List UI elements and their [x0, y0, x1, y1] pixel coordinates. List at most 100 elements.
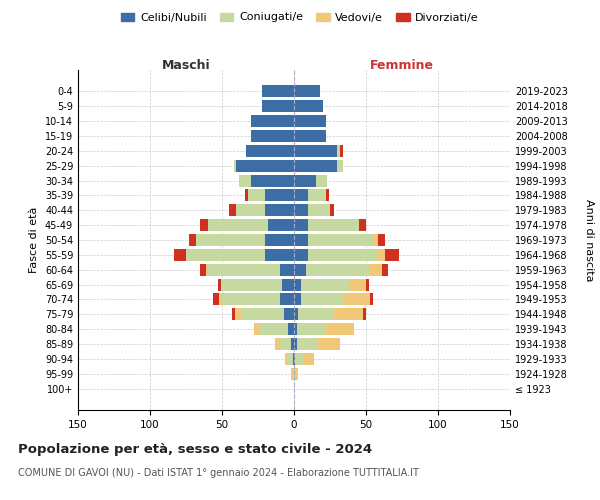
Bar — [288, 353, 293, 365]
Bar — [218, 278, 221, 290]
Legend: Celibi/Nubili, Coniugati/e, Vedovi/e, Divorziati/e: Celibi/Nubili, Coniugati/e, Vedovi/e, Di… — [117, 8, 483, 27]
Bar — [241, 308, 284, 320]
Text: COMUNE DI GAVOI (NU) - Dati ISTAT 1° gennaio 2024 - Elaborazione TUTTITALIA.IT: COMUNE DI GAVOI (NU) - Dati ISTAT 1° gen… — [18, 468, 419, 477]
Bar — [265, 190, 294, 202]
Bar — [196, 234, 265, 246]
Bar — [208, 264, 280, 276]
Bar — [370, 264, 382, 276]
Bar — [280, 294, 294, 306]
Bar — [236, 204, 265, 216]
Text: Femmine: Femmine — [370, 59, 434, 72]
Bar — [175, 249, 186, 261]
Bar — [268, 219, 294, 231]
Bar — [297, 338, 319, 350]
Bar — [294, 86, 320, 98]
Bar — [305, 264, 370, 276]
Bar — [308, 204, 330, 216]
Bar — [221, 278, 222, 290]
Bar — [359, 219, 366, 231]
Bar — [295, 353, 302, 365]
Bar — [295, 368, 298, 380]
Bar — [245, 190, 248, 202]
Bar — [326, 190, 329, 202]
Bar — [330, 204, 334, 216]
Bar — [298, 308, 334, 320]
Bar — [308, 234, 373, 246]
Bar — [294, 294, 301, 306]
Bar — [294, 219, 308, 231]
Bar — [294, 115, 326, 127]
Bar — [265, 204, 294, 216]
Bar — [363, 308, 366, 320]
Bar — [222, 278, 283, 290]
Bar — [254, 323, 259, 335]
Bar — [200, 219, 208, 231]
Bar — [214, 294, 219, 306]
Bar — [319, 338, 340, 350]
Bar — [232, 308, 235, 320]
Bar — [385, 249, 399, 261]
Bar — [366, 278, 369, 290]
Bar — [326, 323, 355, 335]
Bar — [294, 234, 308, 246]
Bar — [373, 234, 377, 246]
Bar — [262, 86, 294, 98]
Bar — [294, 278, 301, 290]
Bar — [236, 160, 294, 172]
Bar — [308, 190, 326, 202]
Bar — [294, 160, 337, 172]
Bar — [334, 308, 363, 320]
Bar — [251, 115, 294, 127]
Bar — [291, 368, 293, 380]
Y-axis label: Anni di nascita: Anni di nascita — [584, 198, 595, 281]
Bar — [294, 323, 297, 335]
Text: Popolazione per età, sesso e stato civile - 2024: Popolazione per età, sesso e stato civil… — [18, 442, 372, 456]
Bar — [337, 160, 343, 172]
Bar — [349, 278, 366, 290]
Bar — [294, 308, 298, 320]
Bar — [262, 100, 294, 112]
Bar — [251, 174, 294, 186]
Bar — [370, 294, 373, 306]
Bar — [294, 190, 308, 202]
Bar — [283, 278, 294, 290]
Bar — [265, 234, 294, 246]
Bar — [248, 190, 265, 202]
Bar — [377, 249, 385, 261]
Bar — [294, 264, 305, 276]
Bar — [294, 130, 326, 142]
Bar — [294, 100, 323, 112]
Bar — [293, 353, 294, 365]
Bar — [206, 264, 208, 276]
Bar — [275, 338, 280, 350]
Bar — [340, 145, 343, 157]
Bar — [301, 294, 344, 306]
Bar — [337, 145, 340, 157]
Bar — [294, 368, 295, 380]
Bar — [294, 145, 337, 157]
Bar — [297, 323, 326, 335]
Bar — [308, 249, 377, 261]
Bar — [208, 219, 268, 231]
Bar — [294, 249, 308, 261]
Bar — [189, 234, 196, 246]
Bar — [229, 204, 236, 216]
Bar — [301, 278, 349, 290]
Bar — [265, 249, 294, 261]
Bar — [222, 294, 280, 306]
Bar — [377, 234, 385, 246]
Bar — [186, 249, 265, 261]
Bar — [247, 145, 294, 157]
Bar — [382, 264, 388, 276]
Bar — [280, 264, 294, 276]
Y-axis label: Fasce di età: Fasce di età — [29, 207, 39, 273]
Bar — [308, 219, 359, 231]
Bar — [294, 338, 297, 350]
Bar — [233, 160, 236, 172]
Bar — [294, 174, 316, 186]
Bar — [200, 264, 206, 276]
Bar — [219, 294, 222, 306]
Bar — [291, 338, 294, 350]
Bar — [344, 294, 370, 306]
Bar — [302, 353, 314, 365]
